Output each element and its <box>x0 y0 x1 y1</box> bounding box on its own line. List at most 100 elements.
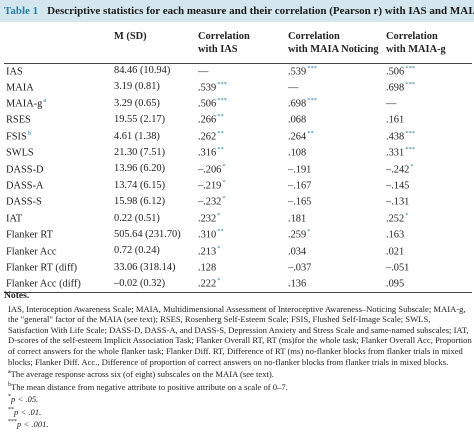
cell-corr-maiag-significance: *** <box>405 146 415 154</box>
cell-msd: 13.74 (6.15) <box>112 178 196 194</box>
cell-corr-ias: .310** <box>196 227 286 243</box>
cell-measure: IAS <box>4 63 112 79</box>
cell-corr-maiag-value: .095 <box>386 278 405 290</box>
cell-measure-value: DASS-A <box>6 180 44 192</box>
cell-corr-ias-value: .539 <box>198 82 217 94</box>
table-row: MAIA 3.19 (0.81) .539*** — .698*** <box>4 79 472 95</box>
cell-corr-noticing: –.037 <box>286 260 384 276</box>
cell-corr-noticing-significance: * <box>307 228 311 236</box>
cell-measure: MAIA <box>4 79 112 95</box>
table-row: IAT 0.22 (0.51) .232* .181.252* <box>4 211 472 227</box>
cell-msd: 0.72 (0.24) <box>112 243 196 259</box>
cell-msd-value: 3.19 (0.81) <box>114 81 160 93</box>
note-a-text: The average response across six (of eigh… <box>10 369 274 380</box>
cell-corr-ias: — <box>196 63 286 79</box>
cell-corr-maiag-value: .438 <box>386 131 405 143</box>
cell-corr-noticing-value: .181 <box>288 213 307 225</box>
cell-corr-noticing-value: .068 <box>288 114 307 126</box>
cell-corr-ias-significance: * <box>222 162 226 170</box>
cell-msd: 0.22 (0.51) <box>112 211 196 227</box>
cell-measure: MAIA-ga <box>4 96 112 112</box>
cell-corr-noticing-value: –.165 <box>288 196 312 208</box>
cell-corr-noticing-value: .034 <box>288 246 307 258</box>
cell-measure: Flanker Acc (diff) <box>4 276 112 293</box>
cell-corr-noticing: — <box>286 79 384 95</box>
cell-msd: 21.30 (7.51) <box>112 145 196 161</box>
cell-corr-maiag: .698*** <box>384 79 472 95</box>
note-p01-text: p < .01. <box>14 406 42 417</box>
cell-measure: DASS-S <box>4 194 112 210</box>
table-notes: Notes. IAS, Interoception Awareness Scal… <box>4 290 472 429</box>
cell-msd-value: 3.29 (0.65) <box>114 97 160 109</box>
cell-corr-ias-value: .316 <box>198 147 217 159</box>
cell-measure: FSISb <box>4 129 112 145</box>
cell-msd-value: 84.46 (10.94) <box>114 65 171 77</box>
cell-msd-value: 505.64 (231.70) <box>114 228 181 240</box>
note-a: aThe average response across six (of eig… <box>4 367 472 379</box>
cell-corr-noticing: –.167 <box>286 178 384 194</box>
cell-corr-maiag-value: — <box>386 98 397 110</box>
cell-corr-maiag: .021 <box>384 243 472 259</box>
cell-msd: 505.64 (231.70) <box>112 227 196 243</box>
header-corr-ias-line1: Correlation <box>198 31 250 42</box>
note-p05-text: p < .05. <box>11 393 39 404</box>
cell-corr-maiag: .438*** <box>384 129 472 145</box>
table-row: DASS-A 13.74 (6.15) –.219* –.167 –.145 <box>4 178 472 194</box>
header-corr-noticing: Correlation with MAIA Noticing <box>286 27 384 64</box>
cell-corr-ias-value: –.206 <box>198 164 222 176</box>
cell-corr-ias-value: .262 <box>198 131 217 143</box>
cell-corr-maiag-value: .252 <box>386 213 405 225</box>
table-row: IAS 84.46 (10.94) — .539*** .506*** <box>4 63 472 79</box>
cell-corr-noticing: .068 <box>286 112 384 128</box>
table-row: SWLS 21.30 (7.51) .316** .108.331*** <box>4 145 472 161</box>
note-b: bThe mean distance from negative attribu… <box>4 380 472 392</box>
cell-corr-ias-significance: ** <box>217 146 224 154</box>
table-row: Flanker Acc (diff) –0.02 (0.32) .222* .136.… <box>4 276 472 293</box>
cell-measure: DASS-D <box>4 161 112 177</box>
cell-corr-maiag: .095 <box>384 276 472 293</box>
cell-corr-maiag-value: –.131 <box>386 196 410 208</box>
cell-corr-noticing-value: .264 <box>288 131 307 143</box>
cell-corr-noticing-value: .539 <box>288 65 307 77</box>
cell-corr-maiag: .161 <box>384 112 472 128</box>
cell-measure: Flanker RT (diff) <box>4 260 112 276</box>
cell-msd-value: 4.61 (1.38) <box>114 130 160 142</box>
cell-msd: 33.06 (318.14) <box>112 260 196 276</box>
cell-corr-noticing: .034 <box>286 243 384 259</box>
cell-corr-maiag-value: .021 <box>386 246 405 258</box>
cell-corr-maiag-significance: * <box>410 162 414 170</box>
note-p01-mark: ** <box>8 406 14 413</box>
cell-measure-value: Flanker Acc (diff) <box>6 278 81 290</box>
cell-msd-value: –0.02 (0.32) <box>114 277 166 289</box>
statistics-table: M (SD) Correlation with IAS Correlation wi… <box>4 27 472 293</box>
cell-measure-footnote-mark: b <box>27 129 32 137</box>
table-body: IAS 84.46 (10.94) — .539*** .506*** MAIA 3.19 … <box>4 63 472 293</box>
cell-measure-value: Flanker RT <box>6 229 53 241</box>
cell-corr-ias-value: .128 <box>198 262 217 274</box>
cell-measure-value: DASS-D <box>6 164 44 176</box>
note-p05: *p < .05. <box>4 392 472 404</box>
cell-corr-noticing-significance: ** <box>307 129 314 137</box>
cell-msd: 84.46 (10.94) <box>112 63 196 79</box>
cell-corr-maiag: .163 <box>384 227 472 243</box>
cell-measure-value: Flanker RT (diff) <box>6 262 78 274</box>
table-row: RSES 19.55 (2.17) .266** .068.161 <box>4 112 472 128</box>
header-corr-maiag: Correlation with MAIA-g <box>384 27 472 64</box>
cell-measure: DASS-A <box>4 178 112 194</box>
cell-msd-value: 13.74 (6.15) <box>114 179 166 191</box>
table-row: DASS-D 13.96 (6.20) –.206* –.191 –.242* <box>4 161 472 177</box>
cell-corr-maiag: –.131 <box>384 194 472 210</box>
cell-corr-noticing: .181 <box>286 211 384 227</box>
cell-msd: 3.29 (0.65) <box>112 96 196 112</box>
table-row: Flanker RT (diff) 33.06 (318.14) .128 –.037… <box>4 260 472 276</box>
cell-measure-value: FSIS <box>6 131 27 143</box>
cell-corr-ias-significance: ** <box>217 228 224 236</box>
cell-measure-footnote-mark: a <box>43 97 47 105</box>
cell-corr-ias-value: — <box>198 65 209 77</box>
cell-corr-ias-significance: * <box>217 211 221 219</box>
header-measure <box>4 27 112 64</box>
cell-corr-ias-significance: * <box>217 244 221 252</box>
cell-corr-ias: .213* <box>196 243 286 259</box>
cell-corr-ias-value: –.219 <box>198 180 222 192</box>
cell-measure-value: SWLS <box>6 147 34 159</box>
